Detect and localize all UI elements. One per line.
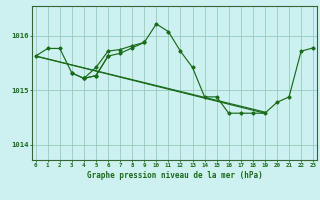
X-axis label: Graphe pression niveau de la mer (hPa): Graphe pression niveau de la mer (hPa) xyxy=(86,171,262,180)
